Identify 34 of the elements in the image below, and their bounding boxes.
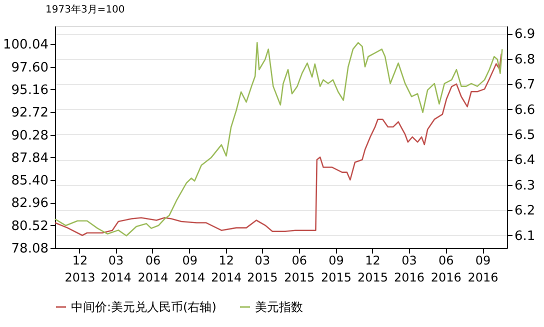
y-tick-label: 85.40 <box>11 174 48 189</box>
x-tick-label: 12 2014 <box>211 254 242 284</box>
x-tick-label: 09 2016 <box>468 254 498 284</box>
x-tick-label: 03 2015 <box>247 254 278 284</box>
y-tick-label: 100.04 <box>3 38 48 53</box>
y2-tick-label: 6.9 <box>514 27 536 42</box>
legend-label: 中间价:美元兑人民币(右轴) <box>71 300 216 314</box>
y-tick-label: 78.08 <box>11 242 48 256</box>
x-tick-label: 06 2015 <box>284 254 315 284</box>
y2-tick-label: 6.5 <box>514 128 536 143</box>
y-tick-label: 87.84 <box>11 150 48 166</box>
y-tick-label: 90.28 <box>11 128 48 144</box>
y2-tick-label: 6.2 <box>514 204 536 219</box>
y2-tick-label: 6.7 <box>514 78 536 93</box>
x-tick-label: 09 2014 <box>174 254 206 284</box>
x-tick-label: 06 2014 <box>138 254 168 284</box>
y-tick-label: 95.16 <box>11 82 48 98</box>
y2-tick-label: 6.6 <box>514 102 536 118</box>
y-tick-label: 97.60 <box>11 60 48 76</box>
x-tick-label: 06 2016 <box>430 254 462 284</box>
y-tick-label: 80.52 <box>11 218 48 234</box>
y2-tick-label: 6.8 <box>514 52 536 68</box>
y-tick-label: 82.96 <box>11 196 48 212</box>
x-tick-label: 09 2015 <box>320 254 352 284</box>
x-tick-label: 03 2014 <box>100 254 132 284</box>
y-axis-title: 1973年3月=100 <box>46 4 125 16</box>
x-tick-label: 12 2013 <box>64 254 96 284</box>
x-tick-label: 12 2015 <box>357 254 388 284</box>
y-tick-label: 92.72 <box>11 106 48 121</box>
legend-label: 美元指数 <box>255 300 303 314</box>
x-tick-label: 03 2016 <box>394 254 425 284</box>
y2-tick-label: 6.1 <box>514 228 536 244</box>
y2-tick-label: 6.4 <box>514 153 536 168</box>
y2-tick-label: 6.3 <box>514 178 536 194</box>
